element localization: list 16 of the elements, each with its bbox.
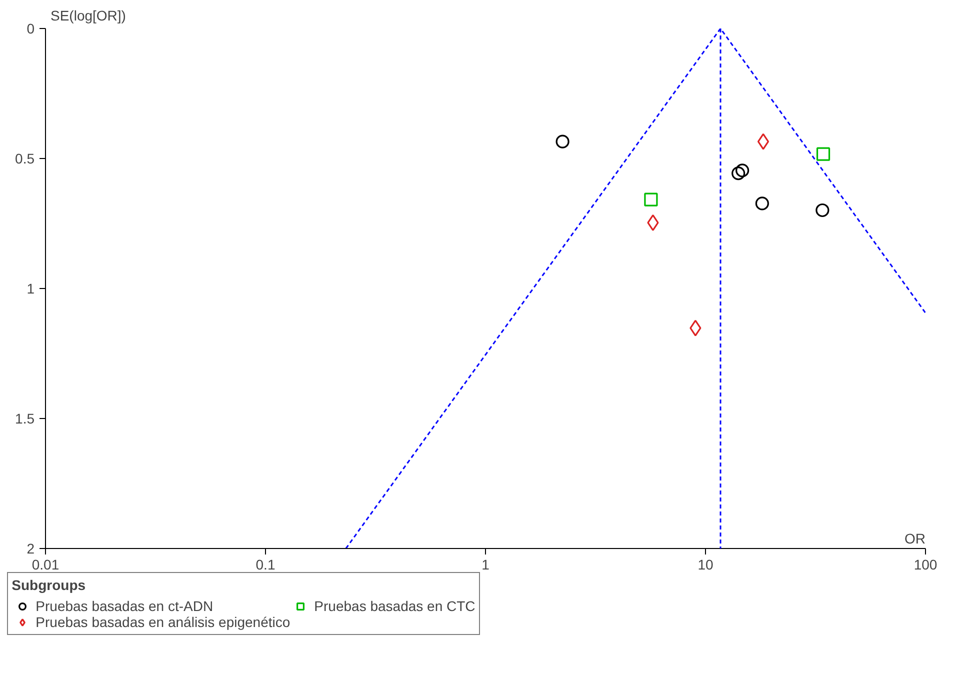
y-tick-label: 0 xyxy=(26,20,35,36)
legend-label: Pruebas basadas en ct-ADN xyxy=(36,598,214,614)
x-tick-label: 10 xyxy=(698,556,714,572)
x-axis-title: OR xyxy=(904,530,926,546)
y-tick-label: 1 xyxy=(26,280,35,296)
x-tick-label: 1 xyxy=(482,556,490,572)
y-tick-label: 2 xyxy=(26,540,35,556)
legend-label: Pruebas basadas en CTC xyxy=(314,598,476,614)
x-tick-label: 0.01 xyxy=(32,556,60,572)
legend-title: Subgroups xyxy=(12,577,87,593)
legend-label: Pruebas basadas en análisis epigenético xyxy=(36,614,290,630)
y-tick-label: 1.5 xyxy=(15,410,35,426)
y-axis-title: SE(log[OR]) xyxy=(50,8,126,24)
x-tick-label: 0.1 xyxy=(256,556,276,572)
y-tick-label: 0.5 xyxy=(15,150,35,166)
x-tick-label: 100 xyxy=(914,556,938,572)
